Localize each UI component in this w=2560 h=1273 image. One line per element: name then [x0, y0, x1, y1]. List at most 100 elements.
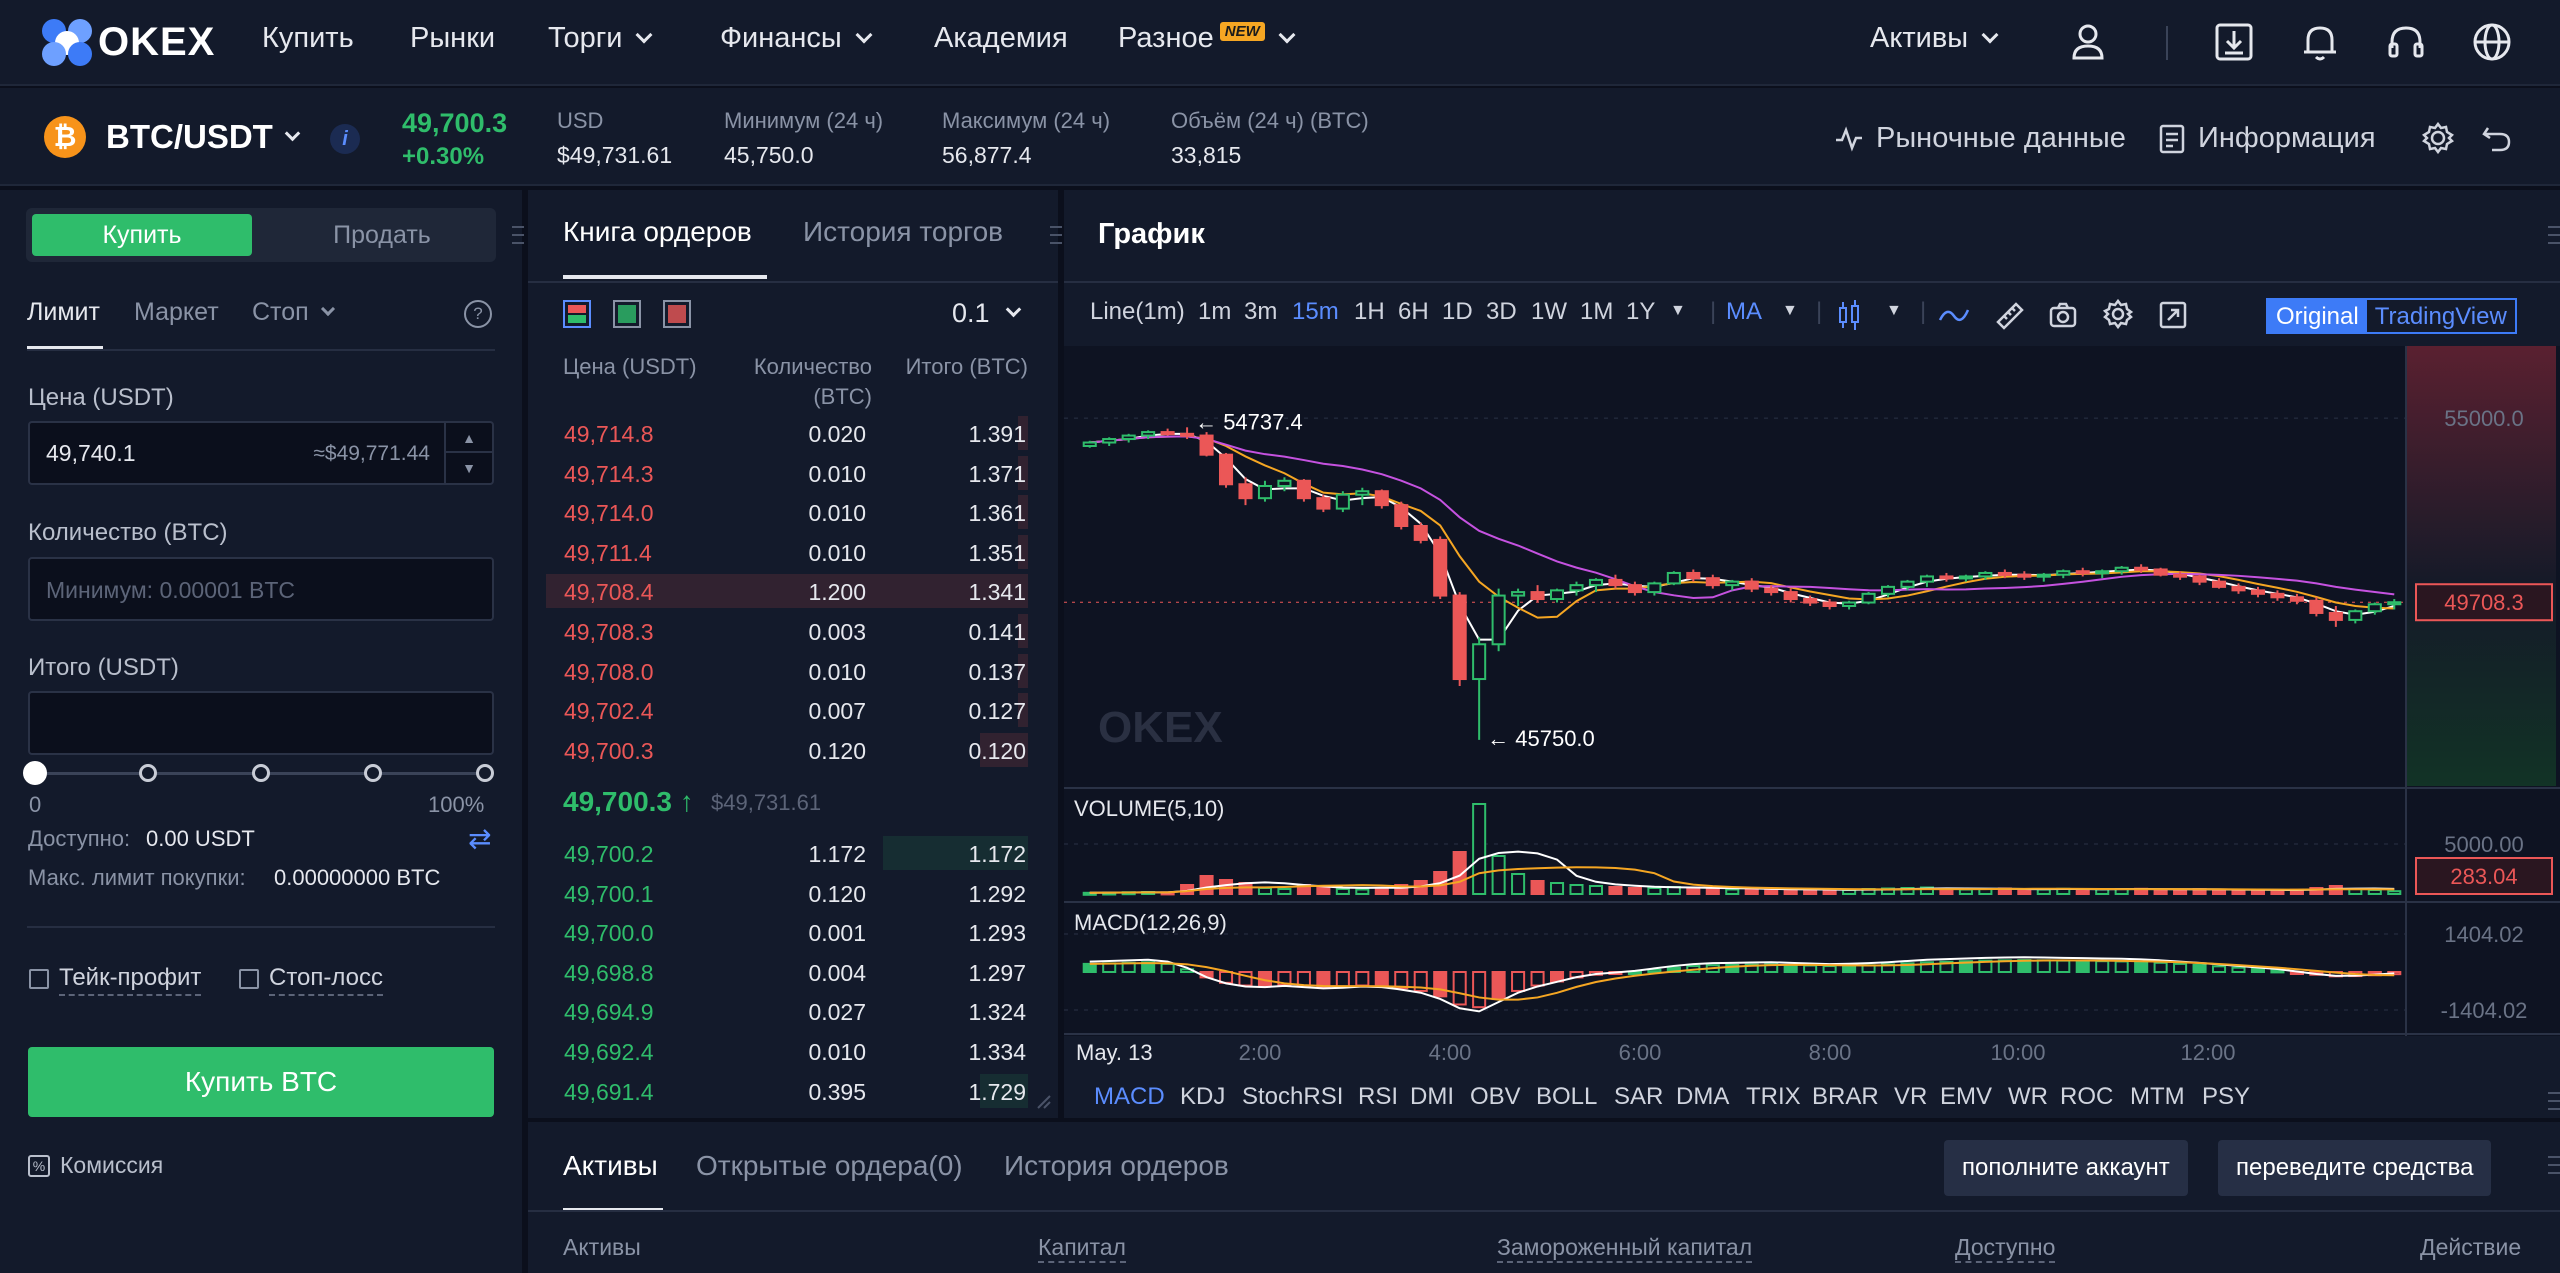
settings-icon[interactable]	[2422, 122, 2454, 154]
indicator-emv[interactable]: EMV	[1940, 1083, 1993, 1110]
slider-stop-100[interactable]	[476, 764, 494, 782]
nav-buy[interactable]: Купить	[262, 22, 354, 55]
nav-academy[interactable]: Академия	[934, 22, 1068, 55]
interval-1d[interactable]: 1D	[1442, 298, 1473, 325]
indicator-macd[interactable]: MACD	[1094, 1083, 1165, 1110]
indicator-mtm[interactable]: MTM	[2130, 1083, 2185, 1110]
tab-order-book[interactable]: Книга ордеров	[563, 216, 752, 247]
ask-row[interactable]: 49,714.3 0.010 1.371	[546, 454, 1040, 492]
user-icon[interactable]	[2066, 20, 2110, 64]
interval-1m[interactable]: 1m	[1198, 298, 1232, 325]
interval-line-1m[interactable]: Line(1m)	[1090, 298, 1185, 325]
slider-stop-25[interactable]	[139, 764, 157, 782]
interval-1m-month[interactable]: 1M	[1580, 298, 1614, 325]
indicator-psy[interactable]: PSY	[2202, 1083, 2251, 1110]
order-type-limit[interactable]: Лимит	[27, 298, 100, 326]
deposit-button[interactable]: пополните аккаунт	[1944, 1140, 2188, 1196]
fullscreen-icon[interactable]	[2158, 300, 2188, 330]
indicator-roc[interactable]: ROC	[2060, 1083, 2114, 1110]
bid-row[interactable]: 49,700.0 0.001 1.293	[546, 913, 1040, 951]
indicator-dmi[interactable]: DMI	[1410, 1083, 1454, 1110]
candlestick-type-icon[interactable]	[1836, 300, 1862, 330]
increment-button[interactable]: ▲	[446, 423, 492, 453]
interval-6h[interactable]: 6H	[1398, 298, 1429, 325]
undo-icon[interactable]	[2482, 124, 2512, 152]
book-bids-view-icon[interactable]	[613, 300, 641, 328]
take-profit-label[interactable]: Тейк-профит	[59, 964, 202, 996]
nav-assets[interactable]: Активы	[1870, 22, 1999, 55]
drag-handle[interactable]	[2548, 1156, 2560, 1186]
bid-row[interactable]: 49,694.9 0.027 1.324	[546, 992, 1040, 1030]
ruler-icon[interactable]	[1994, 300, 2024, 330]
indicator-brar[interactable]: BRAR	[1812, 1083, 1879, 1110]
headset-icon[interactable]	[2384, 20, 2428, 64]
ask-row[interactable]: 49,714.0 0.010 1.361	[546, 493, 1040, 531]
caret-down-icon[interactable]: ▼	[1782, 302, 1798, 319]
bid-row[interactable]: 49,698.8 0.004 1.297	[546, 953, 1040, 991]
drag-handle[interactable]	[512, 226, 524, 256]
bid-row[interactable]: 49,700.1 0.120 1.292	[546, 874, 1040, 912]
interval-3d[interactable]: 3D	[1486, 298, 1517, 325]
chart-settings-icon[interactable]	[2102, 298, 2134, 330]
ask-row[interactable]: 49,711.4 0.010 1.351	[546, 533, 1040, 571]
ask-row[interactable]: 49,700.3 0.120 0.120	[546, 731, 1040, 769]
stop-loss-label[interactable]: Стоп-лосс	[269, 964, 384, 996]
information-link[interactable]: Информация	[2158, 122, 2376, 155]
tab-trade-history[interactable]: История торгов	[803, 216, 1004, 247]
indicator-rsi[interactable]: RSI	[1358, 1083, 1399, 1110]
globe-icon[interactable]	[2470, 20, 2514, 64]
interval-1y[interactable]: 1Y	[1626, 298, 1656, 325]
market-data-link[interactable]: Рыночные данные	[1834, 122, 2126, 155]
fee-link[interactable]: % Комиссия	[28, 1152, 163, 1179]
indicator-obv[interactable]: OBV	[1470, 1083, 1521, 1110]
drag-handle[interactable]	[2548, 226, 2560, 256]
book-both-view-icon[interactable]	[563, 300, 591, 328]
bid-row[interactable]: 49,691.4 0.395 1.729	[546, 1072, 1040, 1110]
candlestick-chart[interactable]: OKEX 55000.0 49708.3 ← 54737.4 ← 45750.0 VOLU…	[1064, 346, 2560, 1076]
total-input[interactable]	[28, 691, 494, 755]
price-input[interactable]: 49,740.1 ≈$49,771.44 ▲ ▼	[28, 421, 494, 485]
stop-loss-checkbox[interactable]	[239, 969, 259, 989]
transfer-button[interactable]: переведите средства	[2218, 1140, 2492, 1196]
indicator-dma[interactable]: DMA	[1676, 1083, 1730, 1110]
buy-btc-button[interactable]: Купить BTC	[28, 1047, 494, 1117]
indicator-wr[interactable]: WR	[2008, 1083, 2048, 1110]
bell-icon[interactable]	[2298, 20, 2342, 64]
ma-indicator[interactable]: MA	[1726, 298, 1762, 325]
interval-15m[interactable]: 15m	[1292, 298, 1339, 325]
bid-row[interactable]: 49,692.4 0.010 1.334	[546, 1032, 1040, 1070]
take-profit-checkbox[interactable]	[29, 969, 49, 989]
pair-info-icon[interactable]: i	[330, 124, 360, 154]
ask-row[interactable]: 49,708.0 0.010 0.137	[546, 652, 1040, 690]
transfer-icon[interactable]: ⇄	[468, 823, 492, 854]
ask-row[interactable]: 49,702.4 0.007 0.127	[546, 691, 1040, 729]
buy-tab[interactable]: Купить	[32, 214, 252, 256]
slider-stop-50[interactable]	[252, 764, 270, 782]
nav-markets[interactable]: Рынки	[410, 22, 495, 55]
camera-icon[interactable]	[2048, 300, 2078, 330]
pair-selector[interactable]: BTC/USDT	[106, 118, 301, 156]
download-icon[interactable]	[2212, 20, 2256, 64]
bid-row[interactable]: 49,700.2 1.172 1.172	[546, 834, 1040, 872]
slider-stop-75[interactable]	[364, 764, 382, 782]
quantity-input[interactable]: Минимум: 0.00001 BTC	[28, 557, 494, 621]
help-icon[interactable]: ?	[464, 300, 492, 328]
drag-handle[interactable]	[1050, 226, 1062, 256]
order-type-stop[interactable]: Стоп	[252, 298, 335, 327]
caret-down-icon[interactable]: ▼	[1670, 302, 1686, 319]
nav-more[interactable]: Разное NEW	[1118, 22, 1296, 55]
indicator-trix[interactable]: TRIX	[1746, 1083, 1801, 1110]
indicator-sar[interactable]: SAR	[1614, 1083, 1664, 1110]
nav-finance[interactable]: Финансы	[720, 22, 873, 55]
ask-row[interactable]: 49,708.3 0.003 0.141	[546, 612, 1040, 650]
ask-row[interactable]: 49,708.4 1.200 1.341	[546, 572, 1040, 610]
indicator-stochrsi[interactable]: StochRSI	[1242, 1083, 1344, 1110]
precision-select[interactable]: 0.1	[952, 298, 1021, 329]
tab-open-orders[interactable]: Открытые ордера(0)	[696, 1150, 963, 1181]
tab-order-history[interactable]: История ордеров	[1004, 1150, 1229, 1181]
interval-1h[interactable]: 1H	[1354, 298, 1385, 325]
resize-grip-icon[interactable]	[1034, 1092, 1052, 1110]
drag-handle[interactable]	[2548, 1092, 2560, 1122]
mode-original[interactable]: Original	[2268, 300, 2367, 332]
indicator-kdj[interactable]: KDJ	[1180, 1083, 1226, 1110]
